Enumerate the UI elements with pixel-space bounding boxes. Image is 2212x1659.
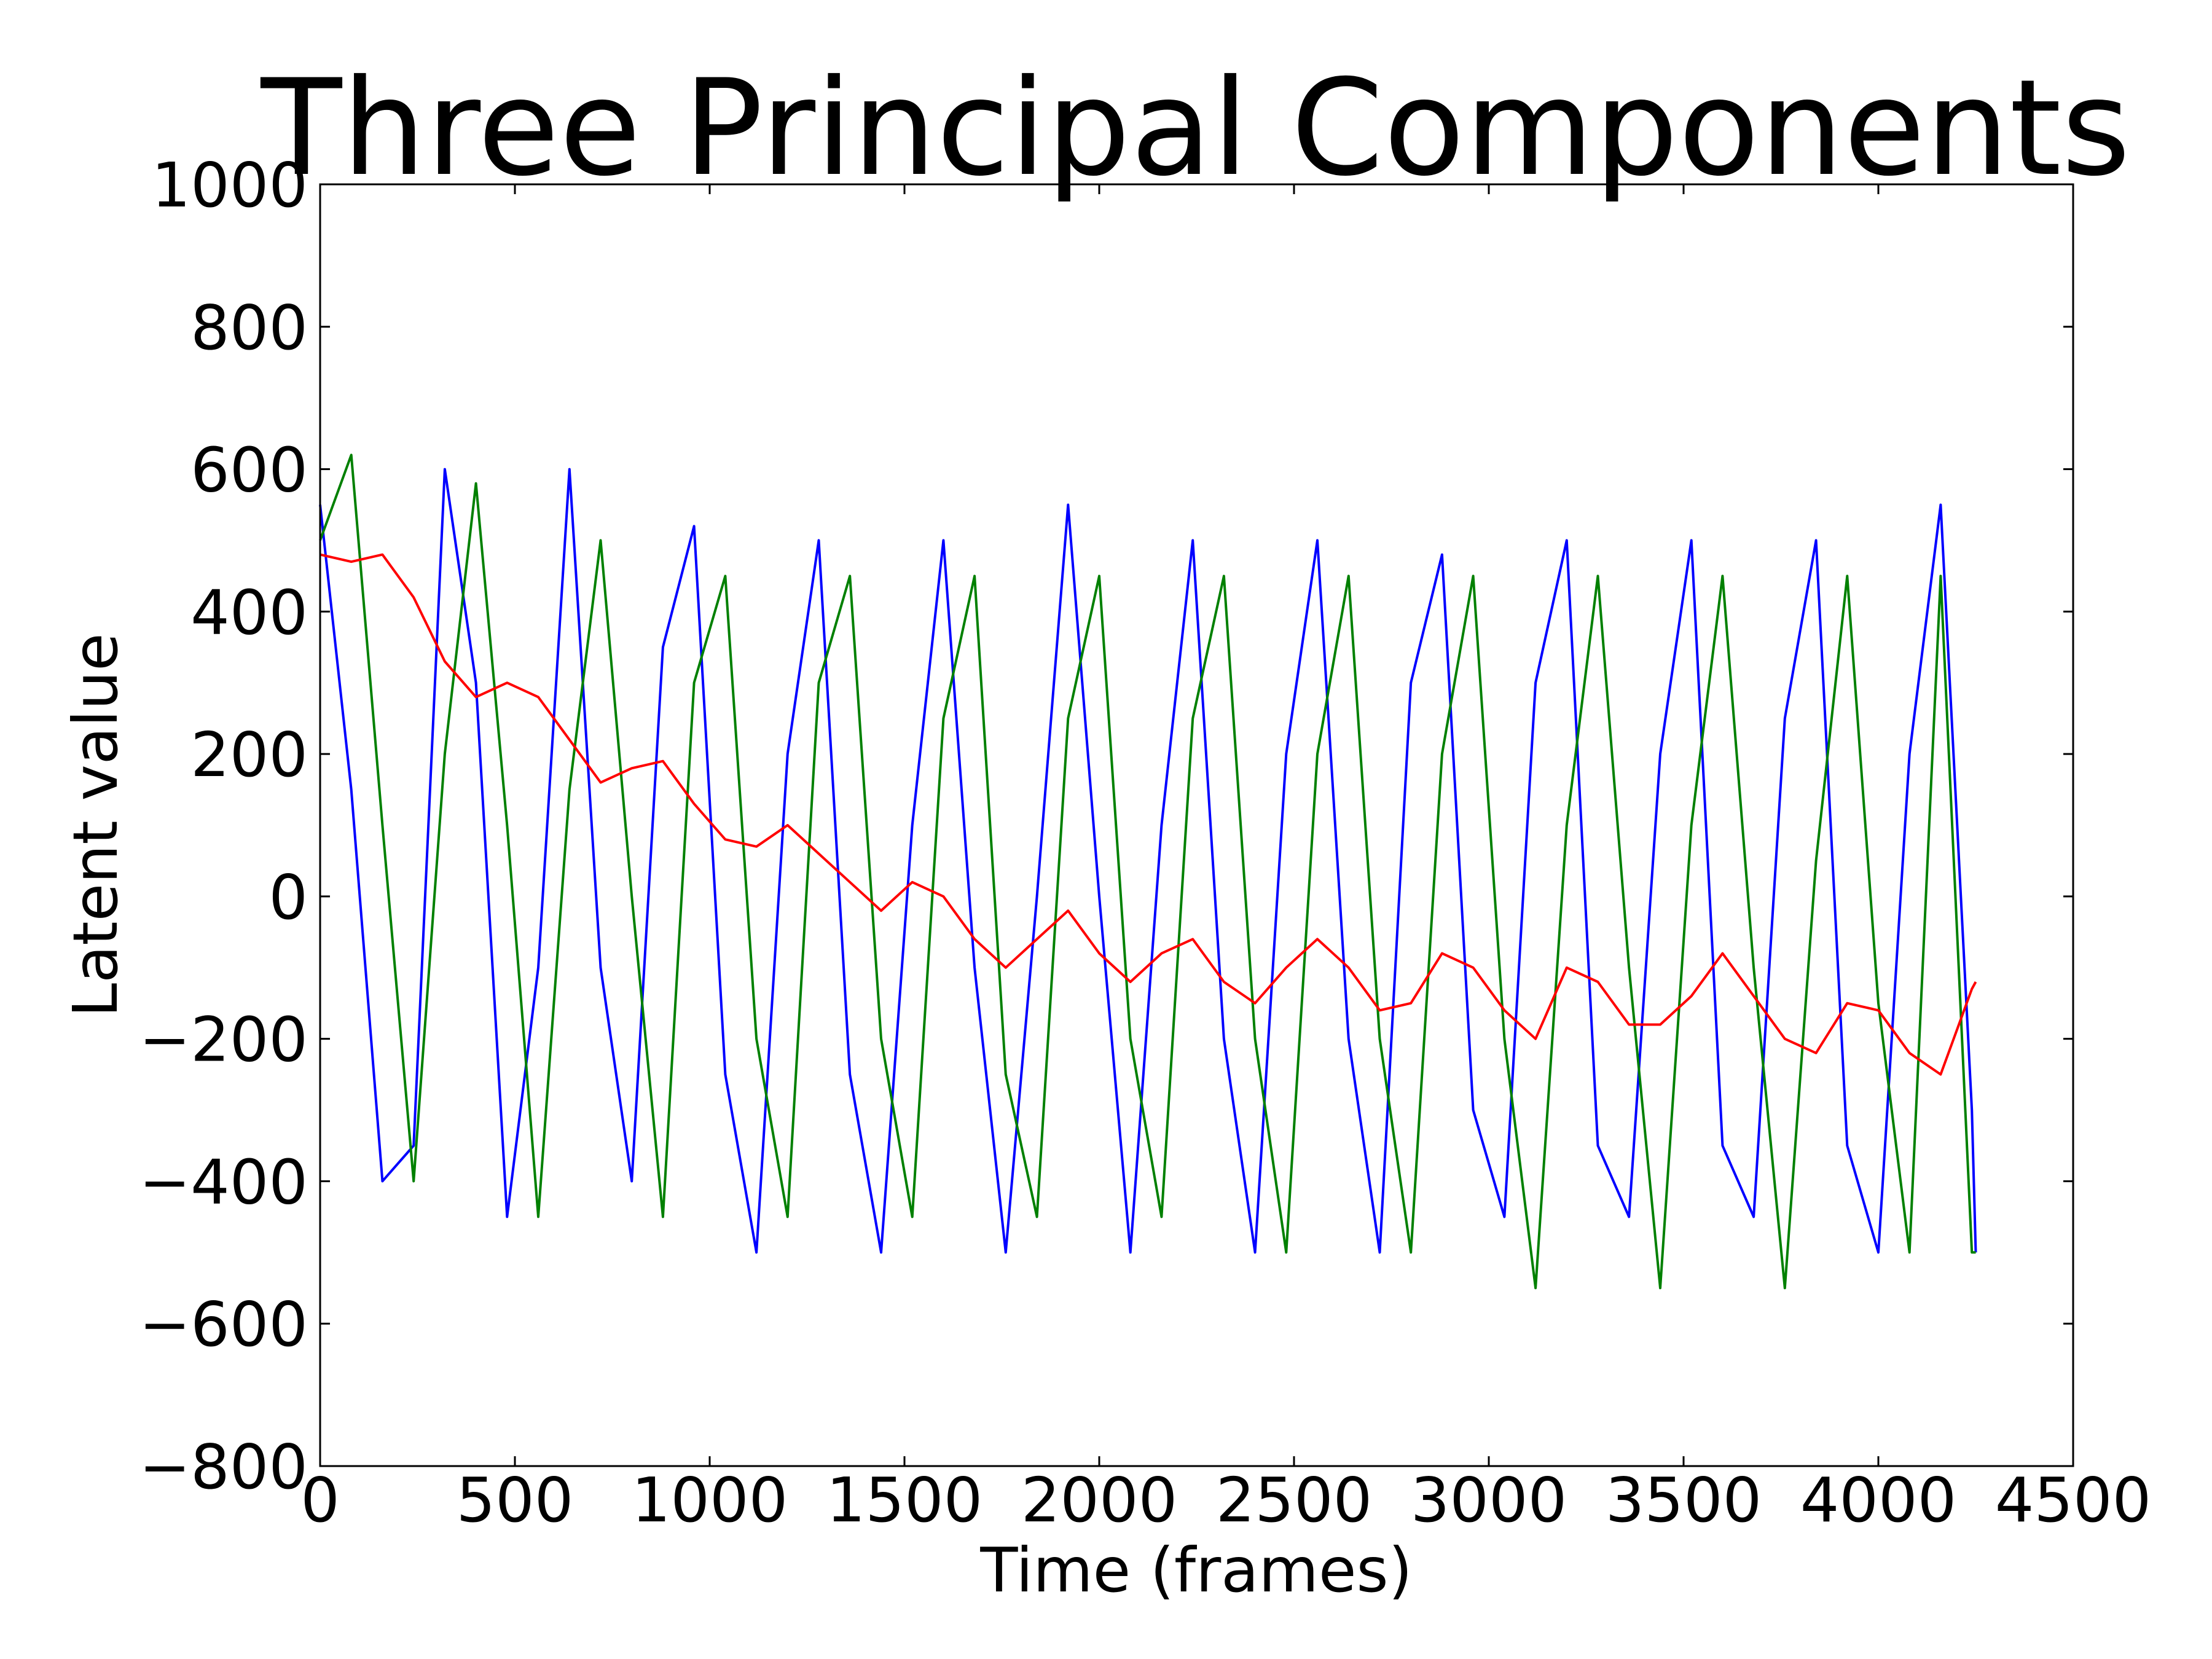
x-tick-label: 2500 (1216, 1464, 1373, 1536)
plot-frame (319, 183, 2074, 1467)
x-tick-label: 2000 (1021, 1464, 1178, 1536)
y-tick-label: 0 (269, 861, 308, 933)
x-tick-label: 4000 (1800, 1464, 1957, 1536)
series-line-2 (319, 453, 1976, 1290)
x-tick-label: 1000 (632, 1464, 788, 1536)
series-line-1 (319, 468, 1977, 1254)
y-tick-label: −800 (139, 1431, 308, 1503)
x-axis-label: Time (frames) (979, 1534, 1412, 1606)
x-tick-label: 3500 (1606, 1464, 1762, 1536)
y-tick-label: 200 (190, 719, 308, 791)
y-tick-label: 1000 (152, 149, 308, 221)
series-line-3 (320, 553, 1977, 1076)
x-tick-label: 0 (300, 1464, 340, 1536)
x-tick-label: 4500 (1995, 1464, 2152, 1536)
y-tick-label: −400 (139, 1146, 308, 1218)
chart-title: Three Principal Components (261, 51, 2131, 205)
y-tick-label: −200 (139, 1004, 308, 1076)
y-axis-label: Latent value (60, 633, 131, 1017)
series-layer (319, 453, 1977, 1290)
tick-layer: 0 500 1000 1500 2000 2500 3000 3500 4000 4500−800… (139, 149, 2151, 1536)
y-tick-label: 400 (190, 576, 308, 648)
x-tick-label: 1500 (826, 1464, 983, 1536)
y-tick-label: 600 (190, 434, 308, 506)
y-tick-label: −600 (139, 1288, 308, 1360)
x-tick-label: 3000 (1411, 1464, 1567, 1536)
x-tick-label: 500 (457, 1464, 574, 1536)
y-tick-label: 800 (190, 292, 308, 364)
